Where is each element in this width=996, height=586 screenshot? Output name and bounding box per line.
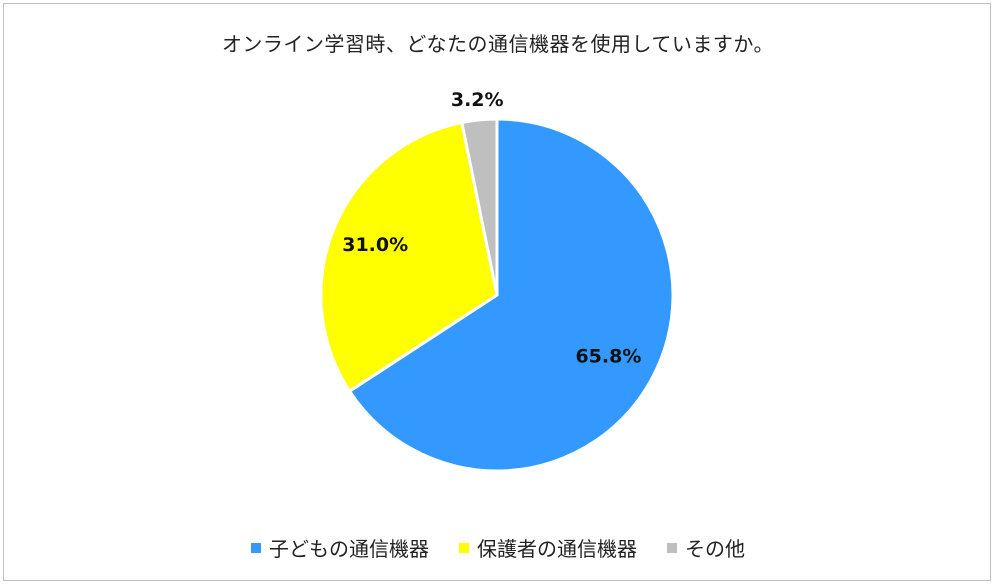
legend-item-parent-device: 保護者の通信機器 [459, 533, 637, 562]
legend-item-other: その他 [667, 533, 745, 562]
legend-swatch [667, 542, 677, 553]
slice-other [460, 117, 499, 296]
legend-swatch [251, 542, 261, 553]
legend-label: 子どもの通信機器 [269, 537, 429, 561]
slice-parent-device [319, 120, 499, 394]
slice-parent-device-label: 31.0% [342, 234, 408, 256]
chart-legend: 子どもの通信機器 保護者の通信機器 その他 [0, 533, 996, 562]
slice-child-device-label: 65.8% [575, 345, 641, 367]
legend-item-child-device: 子どもの通信機器 [251, 533, 429, 562]
legend-label: その他 [685, 537, 745, 561]
legend-label: 保護者の通信機器 [477, 537, 637, 561]
slice-child-device [347, 117, 675, 473]
slice-other-label: 3.2% [451, 89, 504, 111]
legend-swatch [459, 542, 469, 553]
chart-title: オンライン学習時、どなたの通信機器を使用していますか。 [221, 32, 775, 56]
